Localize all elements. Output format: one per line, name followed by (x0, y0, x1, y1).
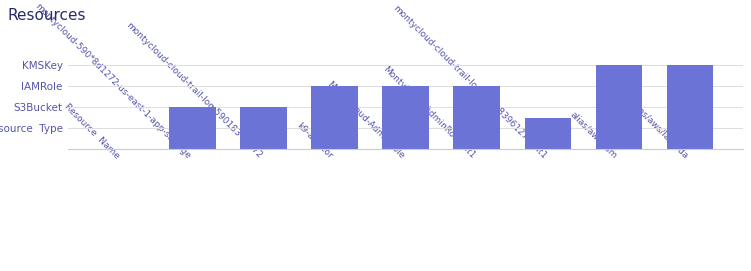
Bar (454, 86, 499, 149)
Bar (596, 66, 642, 149)
Bar (312, 86, 357, 149)
Bar (524, 118, 571, 149)
Bar (382, 86, 429, 149)
Bar (667, 66, 713, 149)
Text: Resources: Resources (8, 8, 86, 23)
Bar (169, 107, 216, 149)
Bar (240, 107, 287, 149)
